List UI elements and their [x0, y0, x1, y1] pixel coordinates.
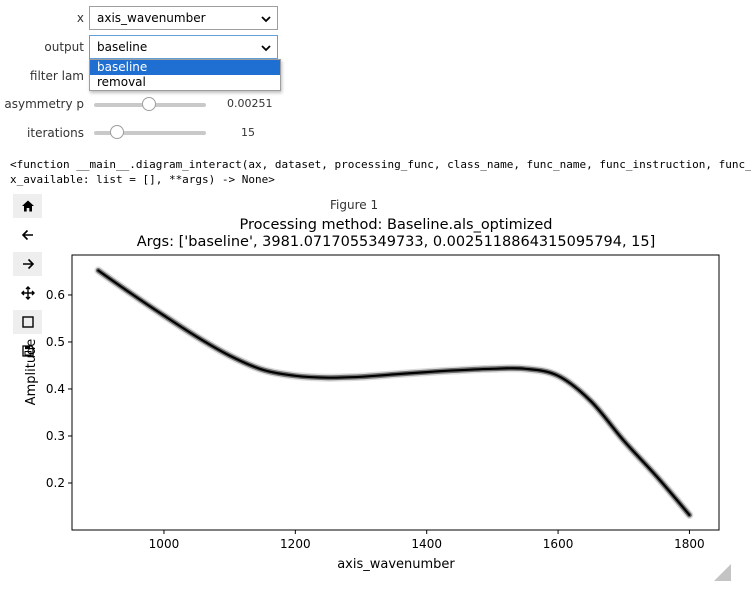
- resize-handle[interactable]: [714, 564, 731, 581]
- iterations-slider[interactable]: [94, 120, 206, 144]
- output-label: output: [44, 40, 84, 54]
- x-select-value: axis_wavenumber: [97, 11, 206, 25]
- figure-title: Figure 1: [330, 198, 379, 212]
- dropdown-option-removal[interactable]: removal: [97, 75, 146, 89]
- asymmetry-slider[interactable]: [94, 92, 206, 116]
- chart-title: Processing method: Baseline.als_optimize…: [239, 217, 552, 233]
- filter-lam-label: filter lam: [29, 69, 84, 83]
- y-tick-label: 0.2: [46, 476, 65, 490]
- series-band: [95, 268, 692, 518]
- y-tick-label: 0.5: [46, 335, 65, 349]
- series-halo: [94, 266, 694, 519]
- x-tick-label: 1800: [674, 537, 705, 551]
- plot-frame: [71, 254, 720, 531]
- asymmetry-value: 0.00251: [227, 97, 273, 110]
- asymmetry-label: asymmetry p: [4, 97, 84, 111]
- forward-button[interactable]: [13, 252, 42, 276]
- output-select[interactable]: baseline: [89, 35, 278, 59]
- y-axis-label: Amplitude: [24, 339, 39, 406]
- iterations-value: 15: [241, 126, 255, 139]
- home-icon: [21, 200, 34, 212]
- zoom-rect-button[interactable]: [13, 310, 42, 334]
- back-button[interactable]: [13, 223, 42, 247]
- x-tick-label: 1000: [149, 537, 180, 551]
- y-tick-label: 0.4: [46, 382, 65, 396]
- save-button[interactable]: [13, 339, 42, 363]
- x-select[interactable]: axis_wavenumber: [89, 6, 278, 30]
- output-dropdown-list: baseline removal: [89, 59, 281, 91]
- function-signature-output: <function __main__.diagram_interact(ax, …: [10, 157, 751, 187]
- y-tick-label: 0.3: [46, 429, 65, 443]
- zoom-rect-icon: [21, 316, 34, 328]
- iterations-label: iterations: [27, 126, 84, 140]
- forward-arrow-icon: [22, 258, 34, 270]
- dropdown-option-baseline[interactable]: baseline: [90, 60, 280, 75]
- pan-button[interactable]: [13, 281, 42, 305]
- slider-thumb[interactable]: [109, 125, 124, 139]
- home-button[interactable]: [13, 194, 42, 218]
- chart: Processing method: Baseline.als_optimize…: [24, 217, 720, 572]
- signature-line-1: <function __main__.diagram_interact(ax, …: [10, 158, 751, 171]
- x-axis-label: axis_wavenumber: [337, 557, 455, 572]
- chevron-down-icon: [261, 45, 271, 52]
- slider-thumb[interactable]: [142, 97, 157, 111]
- slider-track: [94, 131, 206, 135]
- output-select-value: baseline: [97, 40, 148, 54]
- series-line: [97, 269, 691, 517]
- x-tick-label: 1400: [411, 537, 442, 551]
- back-arrow-icon: [21, 229, 33, 241]
- x-tick-label: 1600: [543, 537, 574, 551]
- x-tick-label: 1200: [280, 537, 311, 551]
- chevron-down-icon: [261, 16, 271, 23]
- x-label: x: [76, 11, 84, 25]
- pan-icon: [20, 286, 35, 300]
- save-icon: [21, 345, 34, 357]
- y-tick-label: 0.6: [46, 288, 65, 302]
- signature-line-2: x_available: list = [], **args) -> None>: [10, 173, 275, 186]
- chart-subtitle: Args: ['baseline', 3981.0717055349733, 0…: [137, 234, 656, 250]
